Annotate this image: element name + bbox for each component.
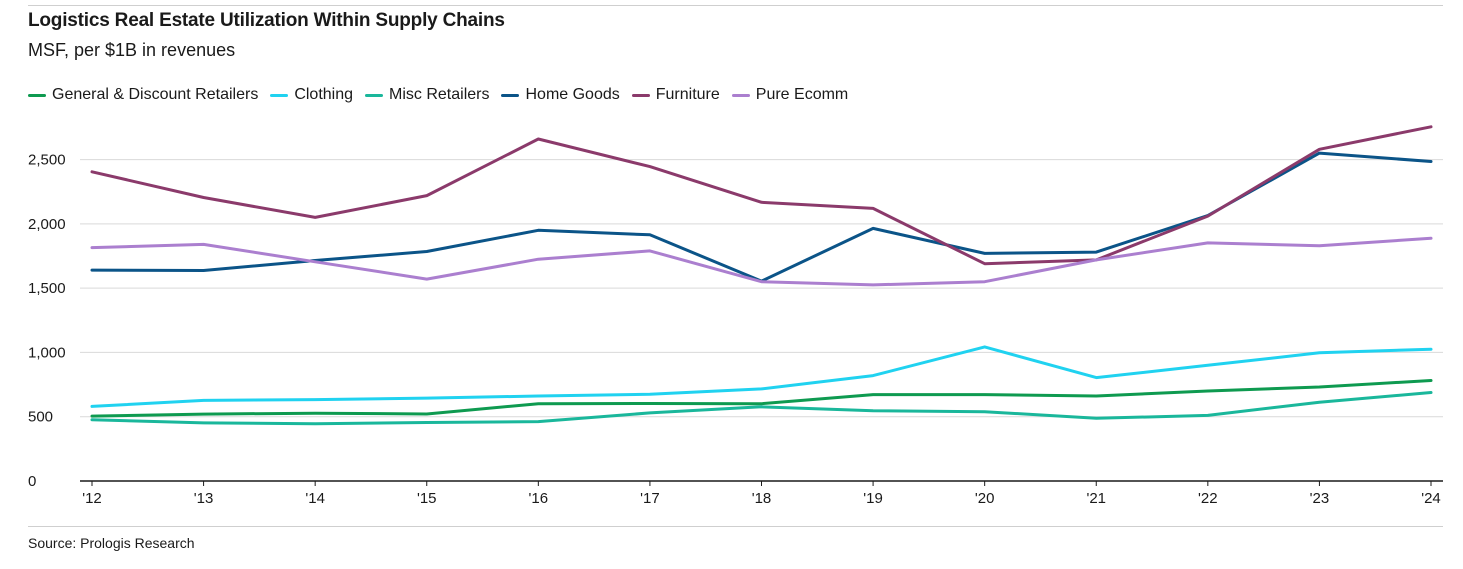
- x-tick-label: '21: [1086, 490, 1106, 507]
- legend-swatch: [731, 93, 750, 97]
- legend-label: Furniture: [655, 86, 720, 103]
- x-tick-label: '18: [752, 490, 772, 507]
- series-line-pure-ecomm: [90, 236, 1433, 287]
- series-line-furniture: [90, 125, 1433, 266]
- x-tick-label: '13: [194, 490, 214, 507]
- legend-swatch: [28, 93, 46, 97]
- y-tick-label: 1,500: [28, 280, 66, 297]
- x-tick-label: '23: [1310, 490, 1330, 507]
- series-line-misc-retailers: [90, 391, 1433, 426]
- y-tick-label: 500: [28, 409, 53, 426]
- x-tick-label: '19: [863, 490, 883, 507]
- legend-item-pure-ecomm: Pure Ecomm: [731, 86, 849, 104]
- x-tick-label: '17: [640, 490, 660, 507]
- top-divider: [28, 5, 1443, 6]
- legend-label: Home Goods: [525, 86, 620, 103]
- legend-label: Clothing: [294, 86, 354, 103]
- y-tick-label: 0: [28, 473, 36, 490]
- legend-item-misc-retailers: Misc Retailers: [365, 86, 489, 104]
- chart-subtitle: MSF, per $1B in revenues: [28, 40, 236, 60]
- y-tick-label: 2,500: [28, 152, 66, 169]
- chart-title: Logistics Real Estate Utilization Within…: [28, 10, 505, 31]
- legend-swatch: [270, 93, 289, 97]
- x-tick-label: '16: [529, 490, 549, 507]
- x-tick-label: '15: [417, 490, 437, 507]
- bottom-divider: [28, 526, 1443, 527]
- x-tick-label: '22: [1198, 490, 1218, 507]
- x-tick-label: '14: [305, 490, 325, 507]
- legend-item-home-goods: Home Goods: [501, 86, 620, 104]
- series-line-clothing: [90, 345, 1433, 408]
- legend-swatch: [365, 93, 384, 97]
- x-tick-label: '20: [975, 490, 995, 507]
- chart-legend: General & Discount Retailers Clothing Misc…: [28, 86, 860, 104]
- legend-item-general-discount-retailers: General & Discount Retailers: [28, 86, 258, 104]
- legend-label: Misc Retailers: [389, 86, 490, 103]
- source-note: Source: Prologis Research: [28, 535, 195, 551]
- legend-item-clothing: Clothing: [270, 86, 353, 104]
- y-tick-label: 2,000: [28, 216, 66, 233]
- legend-label: General & Discount Retailers: [52, 86, 259, 103]
- legend-label: Pure Ecomm: [755, 86, 849, 103]
- x-tick-label: '12: [82, 490, 102, 507]
- legend-swatch: [631, 93, 650, 97]
- y-tick-label: 1,000: [28, 344, 66, 361]
- series-line-home-goods: [90, 151, 1433, 283]
- legend-item-furniture: Furniture: [631, 86, 720, 104]
- legend-swatch: [501, 93, 520, 97]
- series-line-general-discount-retailers: [90, 379, 1433, 418]
- x-tick-label: '24: [1421, 490, 1441, 507]
